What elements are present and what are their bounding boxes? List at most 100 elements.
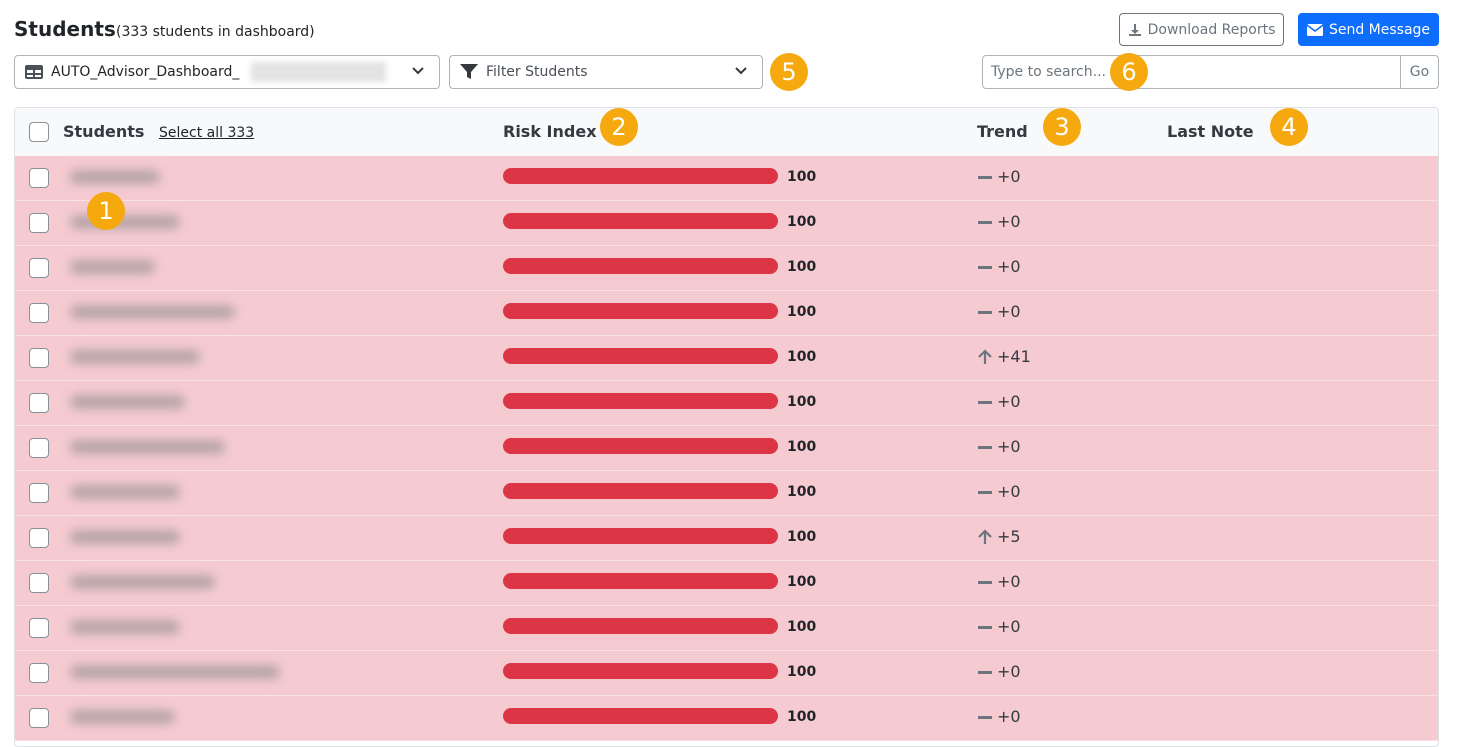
send-button[interactable]: Send Message bbox=[1298, 13, 1439, 46]
table-row: 100 +0 bbox=[15, 246, 1438, 291]
row-checkbox[interactable] bbox=[29, 348, 49, 368]
trend-cell: +0 bbox=[977, 257, 1021, 276]
row-checkbox[interactable] bbox=[29, 483, 49, 503]
risk-value: 100 bbox=[787, 349, 817, 365]
callout-badge: 1 bbox=[87, 192, 125, 230]
redacted-name bbox=[70, 530, 180, 544]
row-checkbox[interactable] bbox=[29, 303, 49, 323]
trend-cell: +5 bbox=[977, 527, 1021, 546]
trend-value: +0 bbox=[997, 257, 1021, 276]
trend-flat-icon bbox=[978, 400, 992, 404]
table-header: Students Select all 333 Risk Index Trend… bbox=[15, 108, 1438, 157]
redacted-name bbox=[70, 665, 280, 679]
trend-flat-icon bbox=[978, 625, 992, 629]
trend-cell: +41 bbox=[977, 347, 1031, 366]
subtitle: (333 students in dashboard) bbox=[116, 24, 315, 40]
trend-cell: +0 bbox=[977, 482, 1021, 501]
redacted-name bbox=[70, 395, 185, 409]
filter-label: Filter Students bbox=[486, 64, 588, 80]
redacted bbox=[251, 62, 386, 82]
redacted-name bbox=[70, 710, 175, 724]
table-row: 100 +0 bbox=[15, 696, 1438, 741]
callout-badge: 3 bbox=[1043, 108, 1081, 146]
row-checkbox[interactable] bbox=[29, 168, 49, 188]
select-all-checkbox[interactable] bbox=[29, 122, 49, 142]
row-checkbox[interactable] bbox=[29, 528, 49, 548]
risk-value: 100 bbox=[787, 304, 817, 320]
row-checkbox[interactable] bbox=[29, 258, 49, 278]
search-input[interactable]: Type to search... bbox=[982, 55, 1401, 89]
row-checkbox[interactable] bbox=[29, 663, 49, 683]
trend-value: +0 bbox=[997, 482, 1021, 501]
risk-value: 100 bbox=[787, 439, 817, 455]
callout-badge: 6 bbox=[1110, 53, 1148, 91]
chevron bbox=[412, 67, 424, 75]
risk-bar bbox=[503, 573, 778, 589]
risk-value: 100 bbox=[787, 169, 817, 185]
trend-value: +0 bbox=[997, 212, 1021, 231]
callout-badge: 5 bbox=[770, 53, 808, 91]
trend-value: +41 bbox=[997, 347, 1031, 366]
row-checkbox[interactable] bbox=[29, 708, 49, 728]
risk-value: 100 bbox=[787, 484, 817, 500]
row-checkbox[interactable] bbox=[29, 618, 49, 638]
column-header: Risk Index bbox=[503, 122, 597, 141]
row-checkbox[interactable] bbox=[29, 573, 49, 593]
table-row: 100 +0 bbox=[15, 606, 1438, 651]
redacted-name bbox=[70, 170, 160, 184]
column-header: Last Note bbox=[1167, 122, 1254, 141]
dashboard-select[interactable]: AUTO_Advisor_Dashboard_ bbox=[14, 55, 440, 89]
table-row: 100 +0 bbox=[15, 291, 1438, 336]
risk-bar bbox=[503, 528, 778, 544]
dashboard-label: AUTO_Advisor_Dashboard_ bbox=[51, 64, 240, 80]
risk-bar bbox=[503, 663, 778, 679]
trend-flat-icon bbox=[978, 310, 992, 314]
callout-badge: 2 bbox=[600, 108, 638, 146]
table-row: 100 +0 bbox=[15, 426, 1438, 471]
redacted-name bbox=[70, 260, 155, 274]
trend-value: +0 bbox=[997, 707, 1021, 726]
trend-cell: +0 bbox=[977, 437, 1021, 456]
risk-bar bbox=[503, 393, 778, 409]
trend-value: +0 bbox=[997, 437, 1021, 456]
trend-flat-icon bbox=[978, 265, 992, 269]
risk-value: 100 bbox=[787, 529, 817, 545]
trend-value: +0 bbox=[997, 662, 1021, 681]
filter-select[interactable]: Filter Students bbox=[449, 55, 763, 89]
risk-bar bbox=[503, 618, 778, 634]
trend-cell: +0 bbox=[977, 707, 1021, 726]
select-all-link[interactable]: Select all 333 bbox=[159, 125, 255, 141]
risk-bar bbox=[503, 258, 778, 274]
table-row: 100 +41 bbox=[15, 336, 1438, 381]
download-button[interactable]: Download Reports bbox=[1119, 13, 1284, 46]
risk-bar bbox=[503, 168, 778, 184]
trend-flat-icon bbox=[978, 220, 992, 224]
chevron bbox=[735, 67, 747, 75]
redacted-name bbox=[70, 215, 180, 229]
table-row: 100 +0 bbox=[15, 201, 1438, 246]
risk-bar bbox=[503, 438, 778, 454]
trend-flat-icon bbox=[978, 715, 992, 719]
trend-value: +0 bbox=[997, 392, 1021, 411]
row-checkbox[interactable] bbox=[29, 438, 49, 458]
download-label: Download Reports bbox=[1147, 21, 1276, 38]
redacted-name bbox=[70, 440, 225, 454]
row-checkbox[interactable] bbox=[29, 213, 49, 233]
trend-flat-icon bbox=[978, 490, 992, 494]
trend-cell: +0 bbox=[977, 167, 1021, 186]
trend-cell: +0 bbox=[977, 617, 1021, 636]
table-row: 100 +5 bbox=[15, 516, 1438, 561]
redacted-name bbox=[70, 485, 180, 499]
page-title: Students bbox=[14, 17, 116, 41]
column-header: Students bbox=[63, 122, 145, 141]
go-button[interactable]: Go bbox=[1400, 55, 1439, 89]
row-checkbox[interactable] bbox=[29, 393, 49, 413]
redacted-name bbox=[70, 575, 215, 589]
redacted-name bbox=[70, 305, 235, 319]
filter-icon bbox=[460, 64, 478, 79]
column-header: Trend bbox=[977, 122, 1028, 141]
table-row: 100 +0 bbox=[15, 561, 1438, 606]
trend-flat-icon bbox=[978, 670, 992, 674]
trend-value: +0 bbox=[997, 167, 1021, 186]
